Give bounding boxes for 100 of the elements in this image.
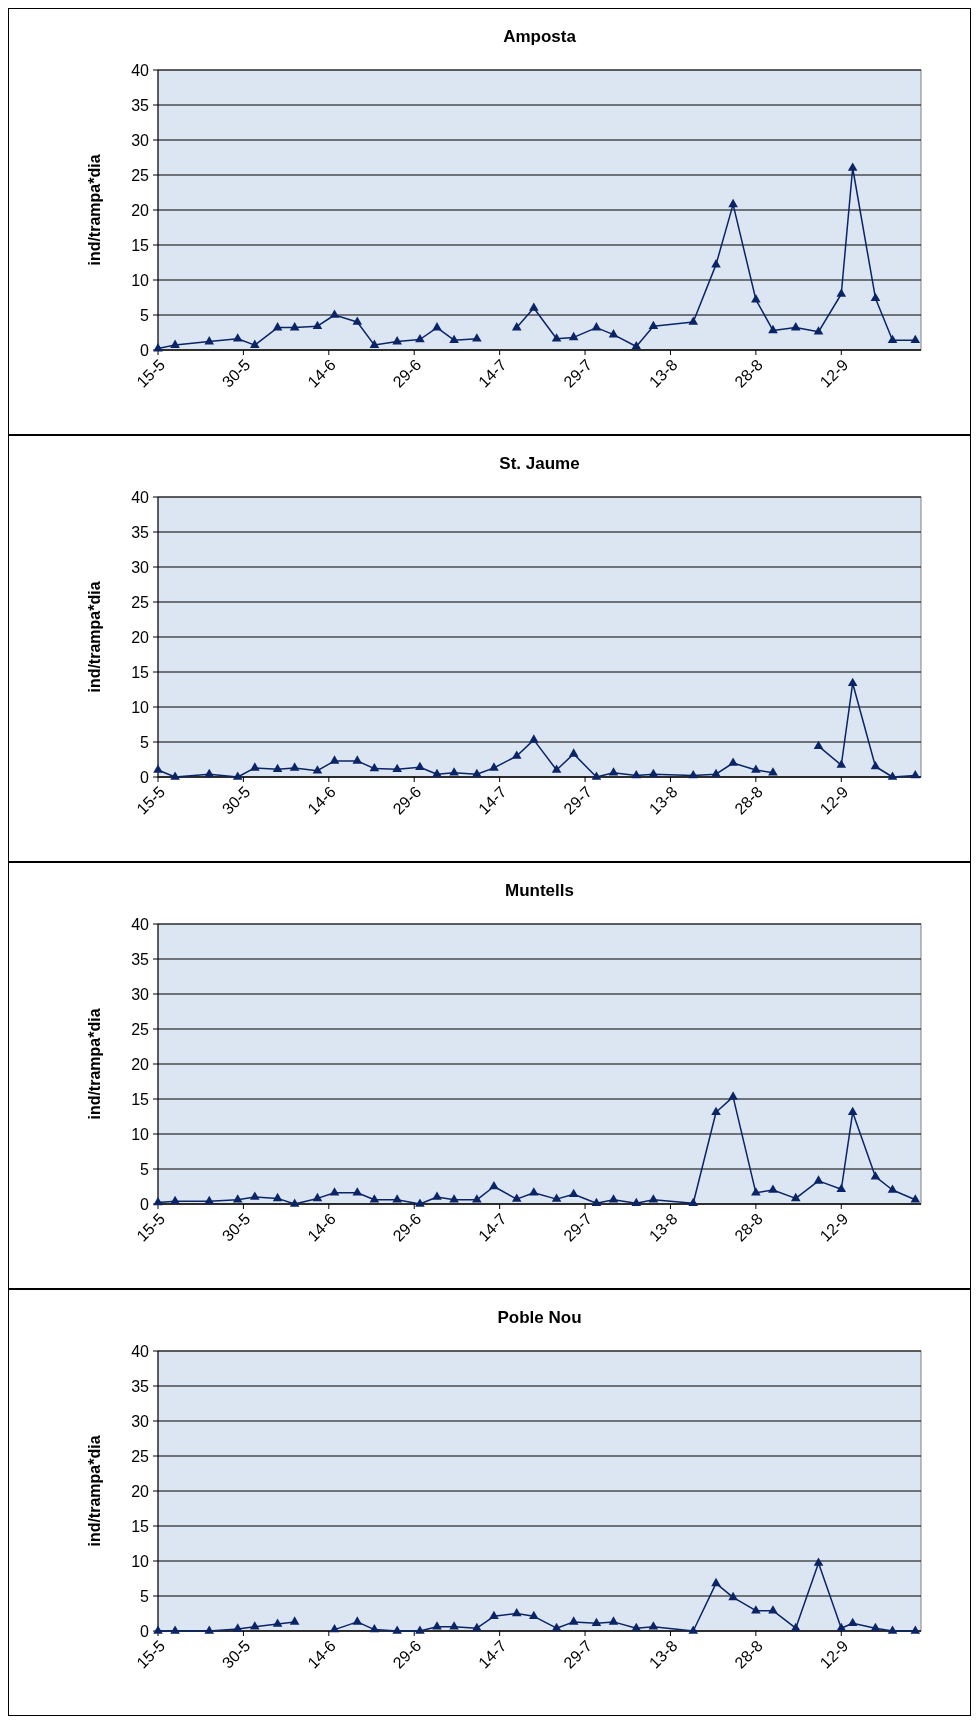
point — [751, 764, 761, 773]
point — [352, 316, 363, 325]
point — [568, 1188, 579, 1197]
point — [591, 771, 602, 780]
point — [870, 1171, 881, 1180]
point — [432, 768, 442, 777]
point — [392, 336, 402, 345]
point — [511, 750, 522, 759]
y-tick-label: 20 — [131, 628, 150, 646]
point — [352, 755, 363, 764]
y-tick-label: 25 — [131, 166, 150, 184]
point — [249, 1621, 260, 1630]
point — [232, 771, 243, 780]
point — [170, 771, 180, 780]
point — [790, 322, 801, 331]
point — [728, 198, 738, 208]
point — [728, 1591, 738, 1601]
point — [608, 1194, 619, 1203]
point — [711, 768, 721, 777]
point — [836, 288, 847, 297]
point — [631, 1622, 642, 1631]
point — [870, 760, 881, 770]
point — [272, 1618, 283, 1627]
point — [608, 767, 619, 776]
point — [489, 1610, 499, 1620]
y-tick-label: 5 — [140, 1587, 150, 1605]
point — [813, 740, 824, 749]
point — [813, 326, 824, 335]
point — [204, 1625, 215, 1634]
point — [910, 1194, 921, 1203]
y-tick-label: 15 — [131, 236, 150, 254]
point — [511, 1607, 522, 1617]
point — [472, 1622, 482, 1631]
point — [887, 334, 898, 343]
point — [551, 764, 562, 773]
point — [392, 1194, 402, 1203]
chart-title: Muntells — [505, 881, 574, 900]
point — [608, 329, 619, 338]
point — [648, 320, 659, 329]
point — [170, 1625, 180, 1634]
y-tick-label: 0 — [140, 768, 150, 786]
point — [289, 762, 300, 771]
point — [591, 1197, 602, 1207]
point — [751, 294, 761, 303]
point — [232, 333, 243, 342]
point — [728, 757, 738, 766]
point — [232, 1623, 243, 1632]
y-tick-label: 35 — [131, 523, 150, 541]
y-tick-label: 20 — [131, 201, 150, 219]
y-tick-label: 35 — [131, 950, 150, 968]
point — [551, 1193, 562, 1202]
y-tick-label: 10 — [131, 1552, 150, 1570]
point — [249, 1191, 260, 1200]
point — [751, 1187, 761, 1196]
point — [415, 761, 425, 770]
y-tick-label: 5 — [140, 306, 150, 324]
point — [329, 309, 340, 318]
point — [591, 1617, 602, 1627]
point — [529, 1610, 539, 1620]
point — [415, 1198, 425, 1207]
point — [887, 1184, 898, 1193]
point — [369, 1194, 380, 1203]
y-axis-title: ind/trampa*dia — [86, 1008, 103, 1120]
point — [631, 340, 642, 350]
point — [392, 763, 402, 773]
y-tick-label: 35 — [131, 96, 150, 114]
point — [352, 1187, 363, 1196]
point — [648, 1194, 659, 1203]
point — [472, 1194, 482, 1203]
y-tick-label: 0 — [140, 1195, 150, 1213]
point — [489, 762, 499, 771]
point — [170, 339, 180, 348]
point — [790, 1622, 801, 1631]
point — [790, 1192, 801, 1202]
point — [910, 770, 921, 779]
y-axis-title: ind/trampa*dia — [86, 581, 103, 693]
y-tick-label: 15 — [131, 1090, 150, 1108]
point — [711, 1577, 721, 1587]
point — [170, 1195, 180, 1204]
point — [751, 1605, 761, 1614]
y-tick-label: 40 — [131, 915, 150, 933]
y-axis-title: ind/trampa*dia — [86, 154, 103, 266]
point — [432, 1621, 442, 1630]
y-tick-label: 30 — [131, 131, 150, 149]
point — [289, 322, 300, 331]
y-tick-label: 40 — [131, 61, 150, 79]
point — [312, 765, 323, 774]
y-tick-label: 30 — [131, 985, 150, 1003]
y-tick-label: 25 — [131, 593, 150, 611]
point — [688, 316, 699, 325]
point — [847, 162, 858, 171]
point — [768, 767, 778, 776]
point — [529, 302, 539, 311]
chart-title: Poble Nou — [497, 1308, 582, 1327]
point — [529, 734, 539, 743]
y-tick-label: 10 — [131, 1125, 150, 1143]
point — [910, 1625, 921, 1634]
point — [836, 1622, 847, 1631]
y-tick-label: 10 — [131, 698, 150, 716]
y-tick-label: 30 — [131, 558, 150, 576]
